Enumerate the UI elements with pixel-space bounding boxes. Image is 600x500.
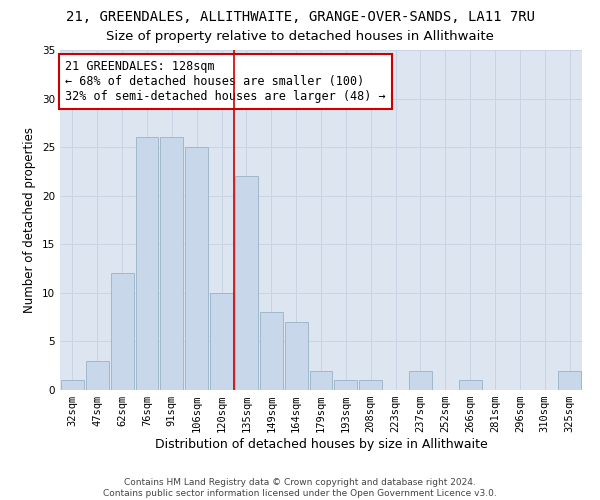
Text: 21 GREENDALES: 128sqm
← 68% of detached houses are smaller (100)
32% of semi-det: 21 GREENDALES: 128sqm ← 68% of detached …: [65, 60, 386, 103]
Bar: [136, 138, 158, 390]
Text: 21, GREENDALES, ALLITHWAITE, GRANGE-OVER-SANDS, LA11 7RU: 21, GREENDALES, ALLITHWAITE, GRANGE-OVER…: [65, 10, 535, 24]
Bar: [86, 361, 109, 390]
Bar: [310, 370, 332, 390]
Bar: [334, 380, 357, 390]
Bar: [160, 138, 183, 390]
Bar: [558, 370, 581, 390]
Y-axis label: Number of detached properties: Number of detached properties: [23, 127, 37, 313]
Bar: [359, 380, 382, 390]
Text: Contains HM Land Registry data © Crown copyright and database right 2024.
Contai: Contains HM Land Registry data © Crown c…: [103, 478, 497, 498]
Bar: [459, 380, 482, 390]
Bar: [285, 322, 308, 390]
Text: Size of property relative to detached houses in Allithwaite: Size of property relative to detached ho…: [106, 30, 494, 43]
Bar: [260, 312, 283, 390]
Bar: [185, 147, 208, 390]
Bar: [111, 274, 134, 390]
Bar: [61, 380, 84, 390]
X-axis label: Distribution of detached houses by size in Allithwaite: Distribution of detached houses by size …: [155, 438, 487, 451]
Bar: [409, 370, 432, 390]
Bar: [235, 176, 258, 390]
Bar: [210, 293, 233, 390]
